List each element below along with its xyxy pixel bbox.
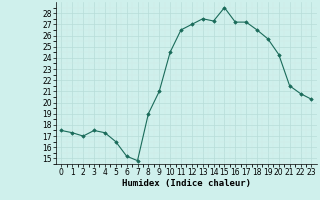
X-axis label: Humidex (Indice chaleur): Humidex (Indice chaleur) xyxy=(122,179,251,188)
